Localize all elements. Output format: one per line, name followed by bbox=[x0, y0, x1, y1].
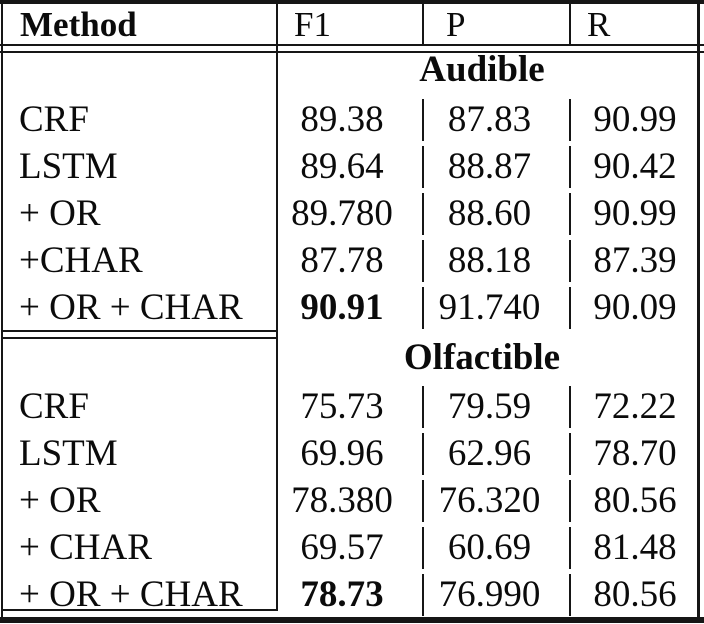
olfactible-p-r-rule bbox=[569, 386, 571, 616]
f1-cell: 89.38 bbox=[300, 99, 384, 140]
column-header-p: P bbox=[446, 5, 466, 44]
f1-cell-best: 90.91 bbox=[300, 287, 384, 328]
table-row: LSTM 89.64 88.87 90.42 bbox=[0, 143, 700, 190]
body-top-rule bbox=[0, 51, 704, 53]
section-divider-rule-a bbox=[1, 330, 277, 332]
audible-p-r-rule bbox=[569, 99, 571, 329]
r-cell: 90.99 bbox=[593, 193, 677, 234]
table-row: + OR 89.780 88.60 90.99 bbox=[0, 190, 700, 237]
p-cell: 88.87 bbox=[447, 146, 532, 187]
method-cell: LSTM bbox=[19, 433, 118, 474]
method-cell: + CHAR bbox=[19, 527, 152, 568]
method-cell: + OR + CHAR bbox=[19, 574, 243, 615]
table-row: LSTM 69.96 62.96 78.70 bbox=[0, 430, 700, 477]
section-audible-rows: CRF 89.38 87.83 90.99 LSTM 89.64 88.87 9… bbox=[0, 96, 700, 331]
r-cell: 90.99 bbox=[593, 99, 677, 140]
method-cell: CRF bbox=[19, 386, 89, 427]
r-cell: 80.56 bbox=[593, 574, 677, 615]
p-cell: 91.740 bbox=[438, 287, 541, 328]
table-row: +CHAR 87.78 88.18 87.39 bbox=[0, 237, 700, 284]
f1-cell: 87.78 bbox=[300, 240, 384, 281]
section-title-olfactible: Olfactible bbox=[403, 337, 561, 378]
f1-cell: 75.73 bbox=[300, 386, 384, 427]
r-cell: 78.70 bbox=[593, 433, 677, 474]
section-title-audible: Audible bbox=[419, 49, 545, 90]
table-row: CRF 89.38 87.83 90.99 bbox=[0, 96, 700, 143]
f1-cell: 78.380 bbox=[291, 480, 393, 521]
table-row: + CHAR 69.57 60.69 81.48 bbox=[0, 524, 700, 571]
r-cell: 81.48 bbox=[593, 527, 677, 568]
border-top-rule bbox=[0, 0, 704, 4]
p-cell: 88.18 bbox=[447, 240, 532, 281]
table-row: + OR + CHAR 78.73 76.990 80.56 bbox=[0, 571, 700, 618]
header-underline-rule bbox=[0, 44, 704, 46]
border-right-rule bbox=[697, 0, 700, 617]
p-cell: 76.320 bbox=[438, 480, 541, 521]
header-p-r-rule bbox=[569, 4, 571, 44]
r-cell: 90.42 bbox=[593, 146, 677, 187]
p-cell: 60.69 bbox=[447, 527, 532, 568]
p-cell: 87.83 bbox=[447, 99, 532, 140]
method-cell: +CHAR bbox=[19, 240, 143, 281]
method-cell: + OR bbox=[19, 480, 101, 521]
method-cell: LSTM bbox=[19, 146, 118, 187]
method-column-rule bbox=[276, 4, 278, 611]
f1-cell-best: 78.73 bbox=[300, 574, 384, 615]
border-left-rule bbox=[1, 0, 3, 617]
column-header-method: Method bbox=[20, 5, 137, 44]
p-cell: 79.59 bbox=[447, 386, 532, 427]
border-bottom-rule bbox=[0, 617, 704, 623]
table-row: + OR + CHAR 90.91 91.740 90.09 bbox=[0, 284, 700, 331]
olfactible-f1-p-rule bbox=[422, 386, 424, 616]
column-header-r: R bbox=[587, 5, 611, 44]
r-cell: 72.22 bbox=[593, 386, 677, 427]
table-row: + OR 78.380 76.320 80.56 bbox=[0, 477, 700, 524]
method-column-bottom-rule bbox=[1, 609, 277, 611]
method-cell: + OR + CHAR bbox=[19, 287, 243, 328]
section-olfactible-rows: CRF 75.73 79.59 72.22 LSTM 69.96 62.96 7… bbox=[0, 383, 700, 618]
method-cell: CRF bbox=[19, 99, 89, 140]
p-cell: 62.96 bbox=[447, 433, 532, 474]
method-cell: + OR bbox=[19, 193, 101, 234]
f1-cell: 89.780 bbox=[291, 193, 393, 234]
header-f1-p-rule bbox=[422, 4, 424, 44]
f1-cell: 69.96 bbox=[300, 433, 384, 474]
r-cell: 90.09 bbox=[593, 287, 677, 328]
r-cell: 87.39 bbox=[593, 240, 677, 281]
p-cell: 88.60 bbox=[447, 193, 532, 234]
audible-f1-p-rule bbox=[422, 99, 424, 329]
r-cell: 80.56 bbox=[593, 480, 677, 521]
p-cell: 76.990 bbox=[438, 574, 541, 615]
f1-cell: 89.64 bbox=[300, 146, 384, 187]
f1-cell: 69.57 bbox=[300, 527, 384, 568]
column-header-f1: F1 bbox=[294, 5, 331, 44]
section-divider-rule-b bbox=[1, 337, 277, 339]
table-row: CRF 75.73 79.59 72.22 bbox=[0, 383, 700, 430]
